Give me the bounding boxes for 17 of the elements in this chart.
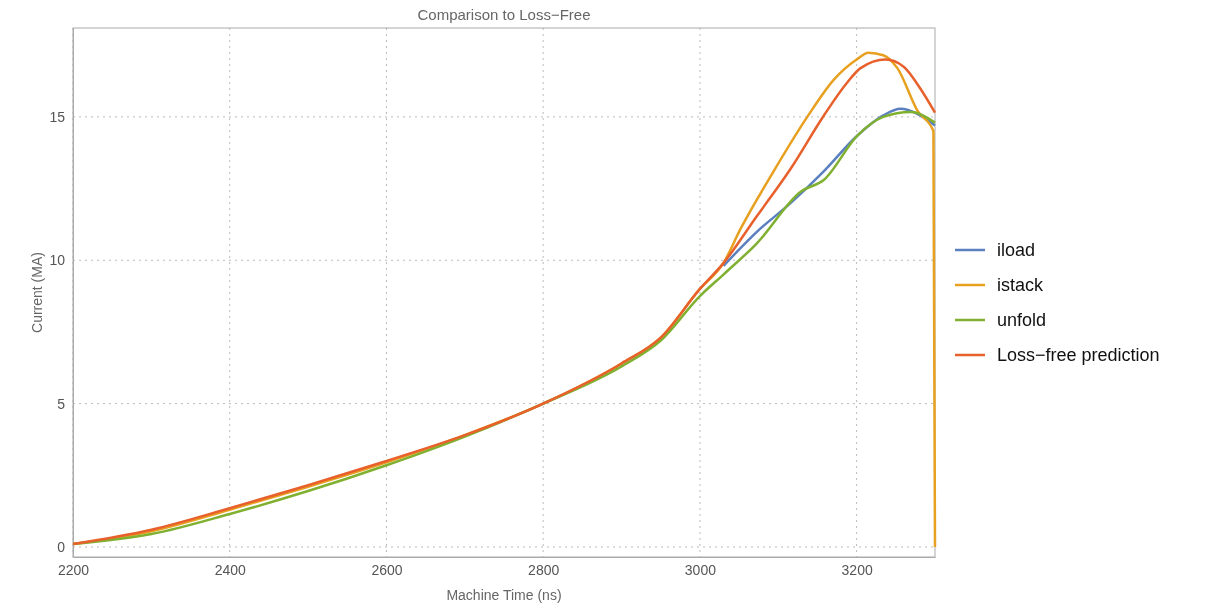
x-tick-label: 2200 [57,561,90,578]
x-tick-label: 2600 [371,561,403,578]
x-tick-label: 3000 [684,561,717,578]
x-tick-label: 3200 [841,561,873,578]
y-tick-label: 0 [57,538,66,555]
chart-title: Comparison to Loss−Free [417,6,591,23]
legend-label: unfold [997,310,1047,330]
y-tick-label: 5 [57,395,66,412]
y-tick-label: 15 [49,108,66,125]
y-axis-title: Current (MA) [29,252,45,333]
legend-label: Loss−free prediction [997,345,1160,365]
x-axis-title: Machine Time (ns) [446,587,562,603]
legend-label: iload [997,240,1036,260]
x-tick-label: 2400 [214,561,247,578]
legend-label: istack [997,275,1045,295]
x-tick-label: 2800 [528,561,560,578]
y-tick-label: 10 [49,252,66,269]
